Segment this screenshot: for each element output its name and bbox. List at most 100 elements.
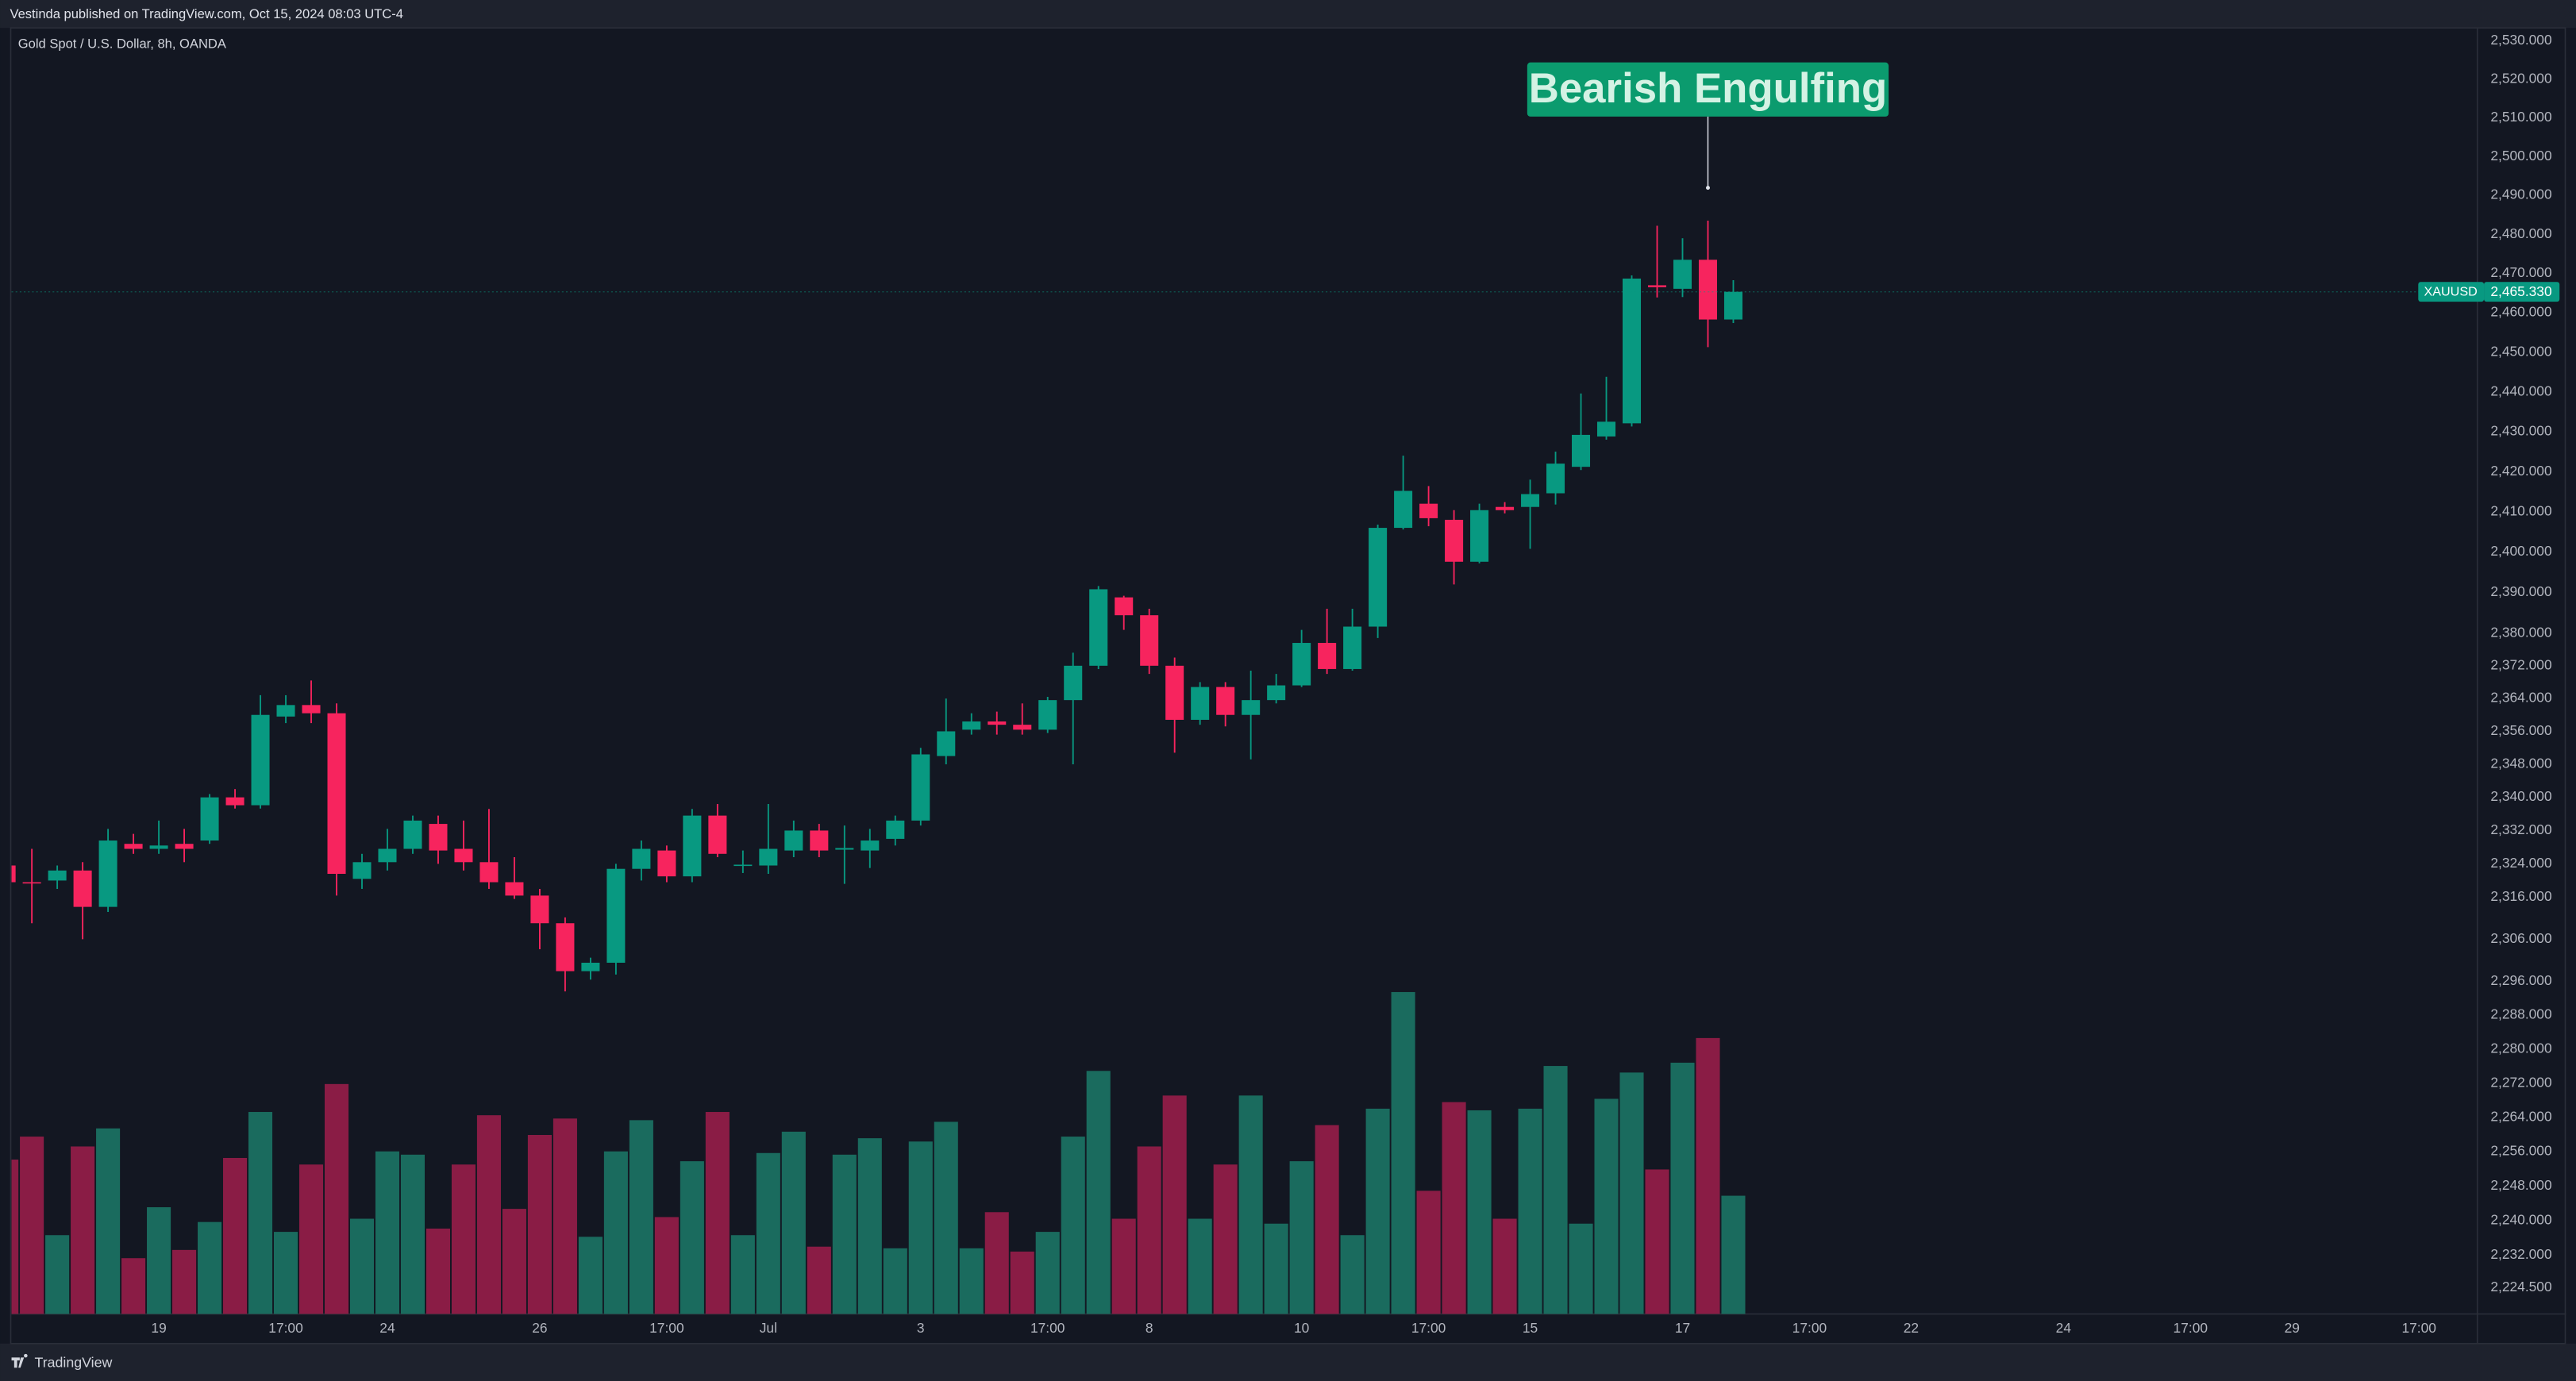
candle-body bbox=[454, 848, 473, 863]
y-tick-label: 2,400.000 bbox=[2490, 543, 2551, 559]
volume-bar bbox=[375, 1151, 400, 1314]
candle-body bbox=[1242, 700, 1261, 715]
y-tick-label: 2,340.000 bbox=[2490, 788, 2551, 804]
y-tick-label: 2,390.000 bbox=[2490, 583, 2551, 599]
candle-body bbox=[1216, 687, 1235, 715]
y-tick-label: 2,460.000 bbox=[2490, 304, 2551, 320]
volume-bar bbox=[1543, 1066, 1568, 1314]
candle-body bbox=[1597, 421, 1616, 437]
volume-bar bbox=[654, 1217, 679, 1314]
candle-body bbox=[1419, 503, 1438, 518]
candle-body bbox=[1572, 434, 1591, 467]
volume-bar bbox=[1289, 1161, 1314, 1314]
x-tick-label: 22 bbox=[1904, 1320, 1919, 1336]
candle-body bbox=[657, 850, 676, 877]
candle-body bbox=[861, 841, 880, 851]
volume-bar bbox=[147, 1207, 171, 1314]
volume-bar bbox=[1391, 991, 1415, 1314]
x-tick-label: 17:00 bbox=[2401, 1320, 2435, 1336]
candle-body bbox=[251, 714, 270, 806]
x-tick-label: 24 bbox=[379, 1320, 395, 1336]
logo-text: TradingView bbox=[35, 1354, 113, 1370]
candle-body bbox=[530, 895, 549, 924]
y-tick-label: 2,272.000 bbox=[2490, 1074, 2551, 1090]
volume-bar bbox=[1035, 1232, 1060, 1314]
candle-body bbox=[1496, 506, 1515, 510]
candle-body bbox=[911, 754, 930, 821]
volume-bar bbox=[883, 1248, 907, 1314]
x-tick-label: 3 bbox=[917, 1320, 925, 1336]
volume-bar bbox=[1340, 1235, 1365, 1314]
volume-bar bbox=[324, 1083, 349, 1314]
y-tick-label: 2,410.000 bbox=[2490, 502, 2551, 518]
x-tick-label: 8 bbox=[1146, 1320, 1153, 1336]
volume-bar bbox=[1162, 1095, 1187, 1314]
candle-body bbox=[683, 815, 702, 877]
candle-body bbox=[352, 862, 372, 879]
candle-body bbox=[784, 830, 803, 851]
volume-bar bbox=[705, 1112, 730, 1314]
symbol-label: XAUUSD bbox=[2424, 285, 2478, 299]
volume-bar bbox=[71, 1146, 95, 1314]
x-tick-label: 17:00 bbox=[2174, 1320, 2208, 1336]
y-tick-label: 2,280.000 bbox=[2490, 1040, 2551, 1056]
volume-bar bbox=[1061, 1137, 1085, 1314]
candle-body bbox=[175, 844, 194, 849]
volume-bar bbox=[425, 1228, 451, 1314]
y-tick-label: 2,530.000 bbox=[2490, 32, 2551, 48]
volume-bar bbox=[807, 1246, 831, 1314]
y-tick-label: 2,332.000 bbox=[2490, 821, 2551, 837]
volume-bar bbox=[502, 1209, 526, 1314]
candle-body bbox=[505, 882, 524, 896]
volume-bar bbox=[1696, 1037, 1720, 1314]
footer-bar bbox=[0, 1343, 2576, 1381]
candle-body bbox=[479, 862, 499, 883]
candle-body bbox=[606, 868, 626, 964]
candle-body bbox=[98, 841, 117, 907]
x-tick-label: 17:00 bbox=[649, 1320, 683, 1336]
candle-body bbox=[1622, 279, 1642, 424]
candle-body bbox=[1064, 665, 1083, 701]
candle-body bbox=[73, 870, 92, 907]
y-tick-label: 2,440.000 bbox=[2490, 383, 2551, 398]
axes: 2,530.000 2,520.000 2,510.000 2,500.000 2,49… bbox=[151, 32, 2560, 1336]
volume-bar bbox=[451, 1164, 476, 1314]
volume-bar bbox=[476, 1115, 501, 1314]
logo-icon bbox=[11, 1353, 28, 1368]
y-tick-label: 2,288.000 bbox=[2490, 1006, 2551, 1022]
candle-body bbox=[1546, 464, 1565, 494]
candle-body bbox=[1673, 260, 1692, 289]
candle-body bbox=[378, 848, 397, 863]
volume-bar bbox=[1442, 1102, 1466, 1314]
candle-body bbox=[734, 864, 753, 867]
footer-logo: TradingView bbox=[11, 1353, 113, 1370]
candle-body bbox=[1445, 519, 1464, 562]
candle-body bbox=[124, 844, 143, 849]
candle-body bbox=[1013, 725, 1032, 730]
candle-body bbox=[556, 923, 575, 971]
volume-bar bbox=[553, 1118, 577, 1314]
candle-body bbox=[22, 882, 41, 884]
y-tick-label: 2,296.000 bbox=[2490, 972, 2551, 988]
volume-bar bbox=[96, 1128, 121, 1314]
candle-body bbox=[937, 731, 956, 756]
symbol-badge bbox=[2418, 282, 2485, 302]
last-price-badge bbox=[2484, 282, 2560, 302]
y-tick-label: 2,520.000 bbox=[2490, 71, 2551, 87]
candle-body bbox=[835, 848, 854, 850]
y-tick-label: 2,264.000 bbox=[2490, 1108, 2551, 1124]
volume-bar bbox=[349, 1218, 375, 1314]
x-tick-label: 17:00 bbox=[268, 1320, 302, 1336]
candle-body bbox=[1292, 643, 1311, 686]
volume-bar bbox=[629, 1120, 653, 1314]
y-tick-label: 2,500.000 bbox=[2490, 148, 2551, 163]
candle-body bbox=[1698, 260, 1717, 320]
candle-body bbox=[1723, 291, 1742, 320]
y-tick-label: 2,490.000 bbox=[2490, 187, 2551, 202]
candle-body bbox=[302, 705, 321, 714]
y-tick-label: 2,510.000 bbox=[2490, 109, 2551, 125]
volume-bar bbox=[730, 1235, 755, 1314]
y-tick-label: 2,480.000 bbox=[2490, 225, 2551, 241]
